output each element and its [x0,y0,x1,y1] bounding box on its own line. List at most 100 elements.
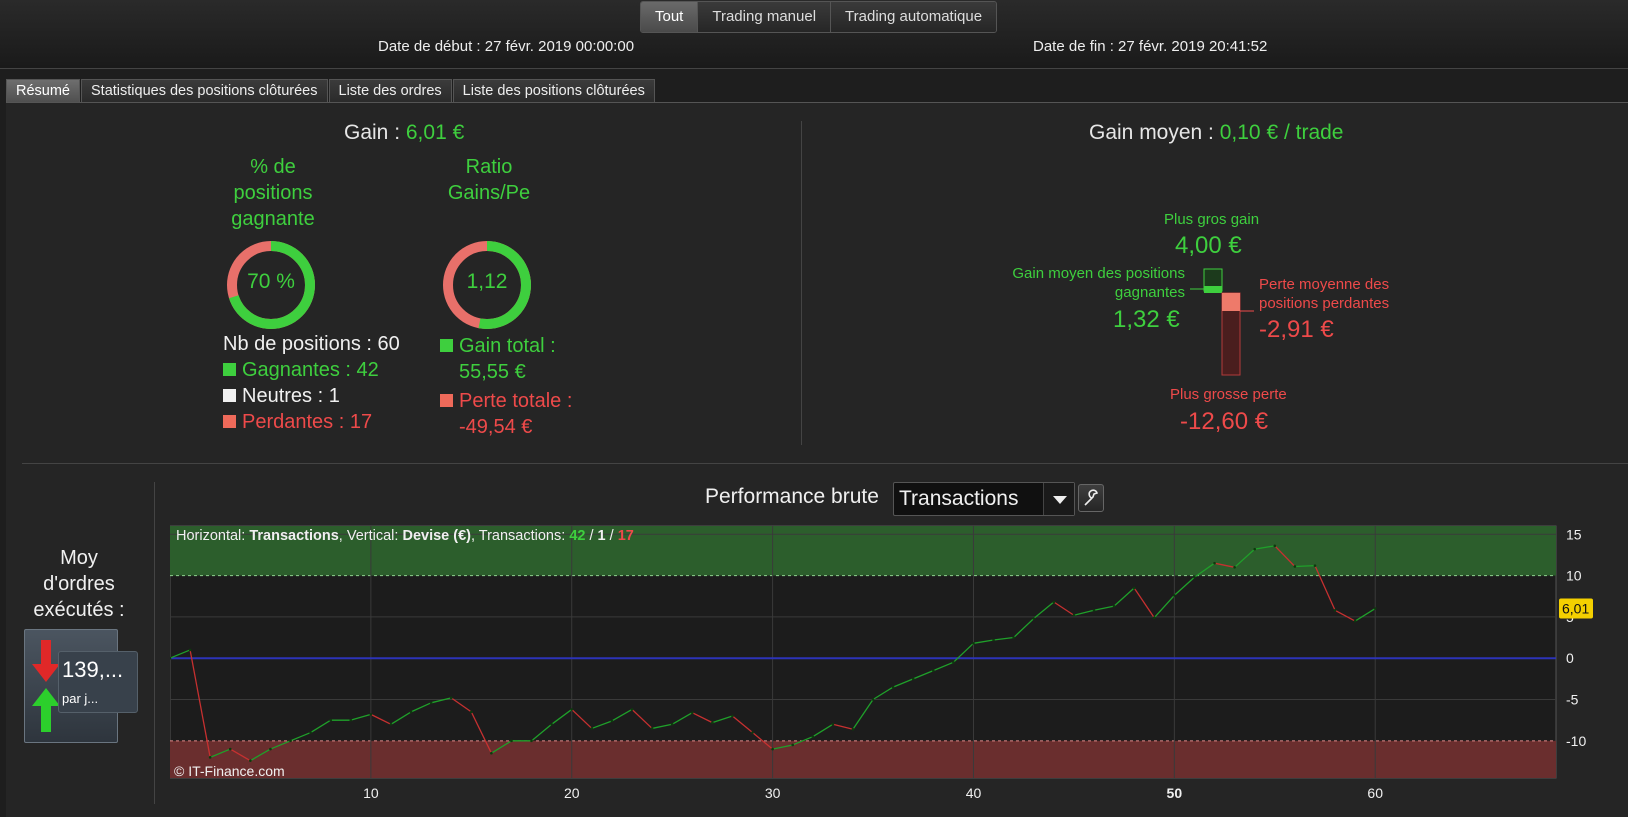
orders-unit: par j... [62,691,99,706]
ratio-title-line: Ratio [465,156,513,178]
series-segment [812,723,834,738]
data-point [1293,565,1297,568]
x-tick-label: 40 [966,785,982,801]
win-pct-value: 70 % [247,270,295,293]
start-date: Date de début : 27 févr. 2019 00:00:00 [378,38,635,55]
data-point [1313,564,1317,567]
avg-win-label-line: gagnantes [1114,284,1185,301]
series-segment [1013,618,1035,639]
series-segment [993,636,1014,641]
win-pct-title-line: gagnante [231,208,315,230]
orders-title-line: Moy [60,547,98,569]
data-point [670,722,674,726]
series-segment [1354,607,1376,622]
y-tick-label: 0 [1566,650,1574,666]
lower-band [170,740,1556,778]
nb-positions: Nb de positions : 60 [223,333,400,355]
performance-dropdown[interactable]: Transactions [893,482,1075,516]
y-tick-label: 10 [1566,568,1582,584]
info-separator: / [585,528,598,544]
series-segment [1254,545,1275,550]
avg-win-label-line: Gain moyen des positions [1012,265,1185,282]
chevron-down-icon[interactable] [1043,483,1074,515]
red-square-icon [440,394,453,407]
copyright: © IT-Finance.com [174,763,285,779]
data-point [170,656,172,660]
data-point [711,721,714,724]
win-pct-title: % de positions gagnante [212,154,334,232]
data-point [751,731,754,734]
data-point [228,747,232,751]
series-segment [430,697,452,704]
data-point [1092,608,1096,612]
orders-value: 139,... [62,657,124,682]
data-point [851,727,855,731]
data-point [1213,561,1216,565]
series-segment [651,723,673,730]
series-segment [1173,576,1195,596]
mode-manual-button[interactable]: Trading manuel [698,2,832,32]
info-separator: / [605,528,618,544]
tab-closed-positions-list[interactable]: Liste des positions clôturées [452,79,655,103]
dropdown-value: Transactions [899,487,1019,510]
mode-selector: Tout Trading manuel Trading automatique [640,1,998,33]
biggest-loss-value: -12,60 € [1180,408,1269,435]
series-segment [611,708,633,722]
series-segment [1314,565,1336,611]
data-point [1012,636,1015,639]
chart-background [170,525,1557,779]
perte-totale-value: -49,54 € [459,416,533,438]
series-segment [270,740,291,750]
ratio-value: 1,12 [466,270,508,293]
ratio-title-line: Gains/Pe [447,182,531,204]
series-segment [1334,609,1356,622]
data-point [530,739,533,743]
series-segment [470,711,492,754]
mode-tout-button[interactable]: Tout [641,2,699,32]
series-segment [350,713,372,721]
white-square-icon [223,389,236,402]
biggest-gain-label: Plus gros gain [1164,211,1260,228]
red-square-icon [223,415,236,428]
data-point [590,727,594,730]
y-tick-label: -10 [1566,733,1586,749]
series-segment [290,731,311,742]
series-segment [933,661,954,672]
info-text: , Vertical: [338,528,403,544]
series-segment [973,639,994,644]
info-horizontal-value: Transactions [249,528,339,544]
data-point [389,722,393,726]
wrench-icon[interactable] [1078,484,1104,512]
mode-auto-button[interactable]: Trading automatique [831,2,997,32]
series-segment [712,715,733,724]
series-segment [732,715,753,734]
data-point [369,713,373,716]
tab-resume[interactable]: Résumé [6,79,80,103]
data-point [952,661,955,664]
avg-win-value: 1,32 € [1113,306,1180,333]
data-point [791,743,794,747]
series-segment [1033,601,1055,620]
data-point [1052,600,1056,604]
biggest-gain-value: 4,00 € [1175,232,1242,259]
series-segment [1073,609,1095,616]
series-segment [1234,548,1256,568]
tab-closed-positions-stats[interactable]: Statistiques des positions clôturées [81,79,328,103]
data-point [811,735,815,738]
data-point [550,722,553,726]
series-segment [852,699,874,730]
avg-loss-label-line: Perte moyenne des [1259,276,1390,293]
series-segment [872,686,894,701]
orders-value-box: 139,... par j... [58,651,138,713]
tab-orders-list[interactable]: Liste des ordres [328,79,452,103]
data-point [490,751,493,755]
data-point [208,756,212,759]
last-value-badge [1559,598,1593,619]
data-point [891,685,895,689]
data-point [309,731,312,734]
series-segment [450,697,472,713]
series-segment [370,713,392,725]
x-tick-label: 10 [363,785,379,801]
green-square-icon [440,339,453,352]
